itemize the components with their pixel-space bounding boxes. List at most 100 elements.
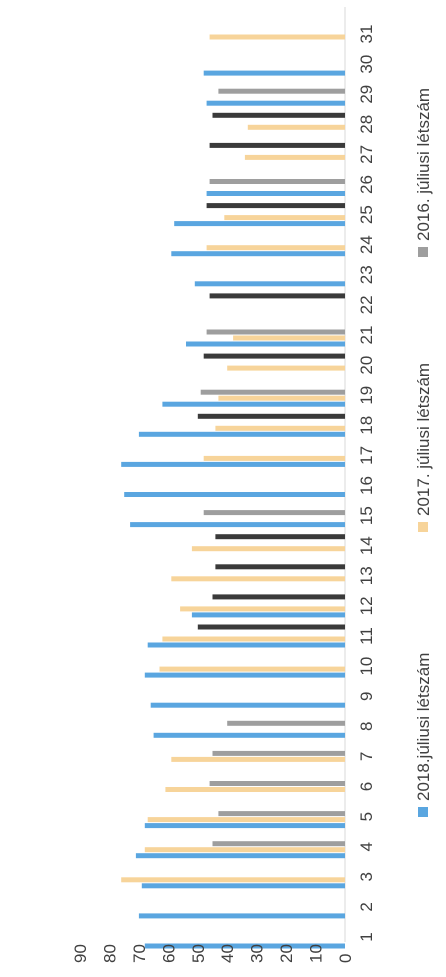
bar-s1-day-15	[130, 522, 345, 528]
bar-s2-day-17	[203, 455, 345, 461]
value-tick-label: 90	[71, 944, 90, 963]
legend-swatch	[418, 807, 428, 817]
category-tick-label: 25	[357, 205, 376, 224]
legend-swatch	[418, 247, 428, 257]
bar-s2-day-6	[165, 787, 345, 792]
bar-s2-day-18	[215, 425, 345, 431]
bar-s1-day-24	[171, 251, 345, 257]
bar-s3-day-26	[209, 179, 345, 184]
bar-s2-day-24	[206, 245, 345, 251]
category-tick-label: 14	[357, 536, 376, 555]
bar-s1-day-16	[124, 492, 345, 497]
value-tick-label: 0	[336, 954, 355, 963]
bar-s2-day-12	[180, 606, 345, 612]
bars-layer	[121, 34, 346, 949]
category-tick-label: 18	[357, 416, 376, 435]
category-tick-label: 2	[357, 902, 376, 911]
category-tick-label: 8	[357, 722, 376, 731]
bar-s1-day-3	[141, 883, 345, 889]
value-tick-label: 70	[130, 944, 149, 963]
legend: 2018.júliusi létszám 2017. júliusi létszá…	[414, 88, 433, 817]
bar-s2-day-7	[171, 756, 345, 762]
bar-s1-day-30	[203, 70, 345, 76]
bar-s2-day-28	[247, 124, 345, 130]
category-tick-label: 24	[357, 235, 376, 254]
category-tick-label: 16	[357, 476, 376, 495]
bar-s3-day-15	[203, 510, 345, 516]
category-tick-label: 3	[357, 872, 376, 881]
bar-s1-day-12	[191, 612, 345, 618]
bar-s1-day-29	[206, 100, 345, 106]
bar-s1-day-19	[162, 401, 345, 407]
category-tick-label: 22	[357, 295, 376, 314]
bar-s2-day-31	[209, 34, 345, 40]
category-tick-label: 21	[357, 326, 376, 345]
category-tick-label: 20	[357, 356, 376, 375]
bar-s2-day-11	[162, 636, 345, 642]
bar-s1-day-11	[147, 642, 345, 648]
bar-s2-day-5	[147, 817, 345, 823]
value-tick-labels: 0 10 20 30 40 50 60 70 80 90	[71, 944, 355, 963]
bar-s3-day-8	[227, 720, 345, 726]
bar-s3-day-19	[200, 389, 345, 395]
bar-s4-day-27	[209, 142, 345, 148]
bar-s1-day-26	[206, 191, 345, 196]
bar-s4-day-22	[209, 293, 345, 299]
category-tick-label: 6	[357, 782, 376, 791]
bar-s4-day-13	[215, 564, 345, 570]
category-tick-label: 5	[357, 812, 376, 821]
category-tick-label: 29	[357, 85, 376, 104]
bar-s2-day-25	[224, 215, 345, 221]
category-tick-label: 19	[357, 386, 376, 405]
category-tick-label: 26	[357, 175, 376, 194]
value-tick-label: 40	[218, 944, 237, 963]
bar-s2-day-20	[227, 365, 345, 371]
value-tick-label: 80	[100, 944, 119, 963]
category-tick-label: 9	[357, 691, 376, 700]
bar-s4-day-25	[206, 203, 345, 209]
bar-s2-day-14	[191, 546, 345, 552]
value-tick-label: 30	[248, 944, 267, 963]
bar-s1-day-5	[144, 823, 345, 829]
bar-s1-day-21	[186, 341, 345, 347]
bar-s1-day-17	[121, 461, 345, 467]
category-tick-label: 31	[357, 25, 376, 44]
category-tick-label: 17	[357, 446, 376, 465]
category-tick-label: 30	[357, 55, 376, 74]
bar-s3-day-4	[212, 841, 345, 847]
bar-s1-day-9	[150, 702, 345, 708]
bar-s3-day-21	[206, 329, 345, 335]
bar-s4-day-20	[203, 353, 345, 359]
bar-s4-day-18	[197, 413, 345, 419]
legend-label: 2018.júliusi létszám	[414, 653, 433, 801]
category-tick-label: 27	[357, 145, 376, 164]
category-tick-label: 28	[357, 115, 376, 134]
bar-s3-day-29	[218, 88, 345, 94]
category-tick-label: 10	[357, 657, 376, 676]
value-tick-label: 10	[307, 944, 326, 963]
bar-s1-day-10	[144, 672, 345, 678]
bar-s4-day-28	[212, 112, 345, 118]
category-tick-label: 23	[357, 265, 376, 284]
value-tick-label: 60	[159, 944, 178, 963]
category-tick-label: 12	[357, 596, 376, 615]
bar-s2-day-13	[171, 576, 345, 582]
category-tick-label: 4	[357, 842, 376, 851]
bar-s1-day-25	[174, 221, 345, 227]
bar-s1-day-23	[194, 281, 345, 287]
category-tick-label: 1	[357, 932, 376, 941]
legend-label: 2017. júliusi létszám	[414, 363, 433, 516]
bar-s3-day-5	[218, 811, 345, 817]
bar-s2-day-3	[121, 877, 345, 883]
bar-s1-day-8	[153, 732, 345, 738]
bar-s3-day-6	[209, 781, 345, 786]
category-tick-label: 7	[357, 752, 376, 761]
value-tick-label: 20	[277, 944, 296, 963]
value-tick-label: 50	[189, 944, 208, 963]
bar-s4-day-14	[215, 534, 345, 540]
bar-s1-day-1	[144, 943, 345, 949]
legend-swatch	[418, 522, 428, 532]
bar-s4-day-11	[197, 624, 345, 630]
bar-s2-day-19	[218, 395, 345, 401]
